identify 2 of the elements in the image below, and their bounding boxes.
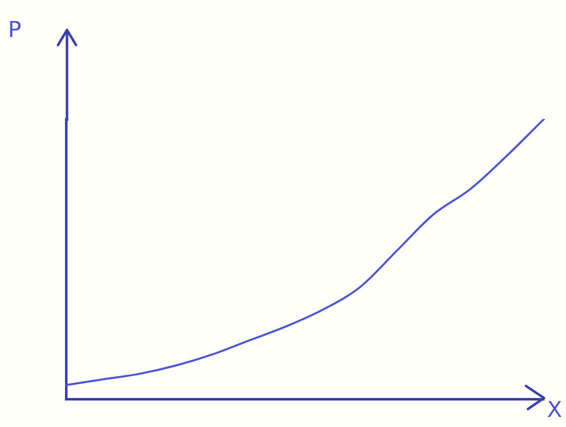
y-axis-title: P xyxy=(8,18,22,43)
x-axis-title: X xyxy=(547,398,562,423)
